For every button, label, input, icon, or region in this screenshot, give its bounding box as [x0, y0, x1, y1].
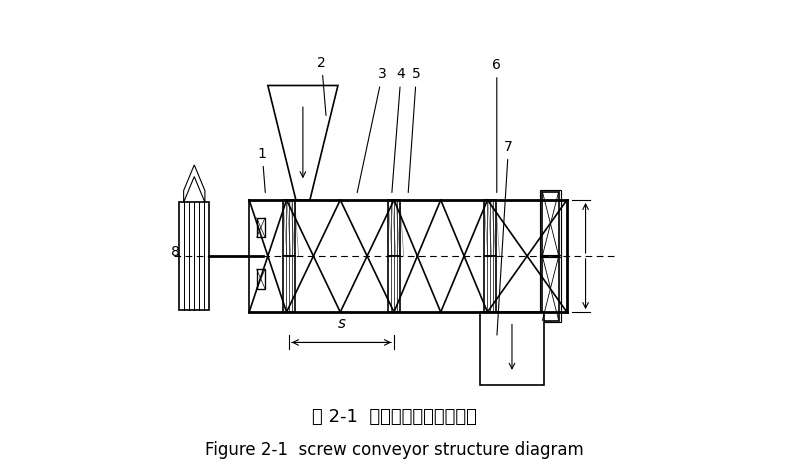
- Bar: [179, 202, 210, 310]
- Bar: [257, 269, 265, 289]
- Polygon shape: [184, 165, 205, 202]
- Text: 3: 3: [357, 68, 387, 193]
- Polygon shape: [268, 86, 338, 200]
- Bar: [542, 192, 559, 256]
- Text: 1: 1: [258, 147, 266, 193]
- Bar: [540, 190, 561, 258]
- Text: Figure 2-1  screw conveyor structure diagram: Figure 2-1 screw conveyor structure diag…: [205, 441, 583, 459]
- Text: 4: 4: [392, 68, 405, 193]
- Text: 2: 2: [318, 56, 326, 116]
- Text: 8: 8: [171, 245, 180, 259]
- Bar: [481, 312, 544, 384]
- Bar: [484, 200, 496, 256]
- Text: 7: 7: [497, 140, 513, 335]
- Text: s: s: [337, 316, 345, 331]
- Bar: [283, 256, 295, 312]
- Bar: [540, 255, 561, 322]
- Bar: [257, 218, 265, 237]
- Bar: [388, 256, 400, 312]
- Text: 5: 5: [408, 68, 421, 193]
- Text: 图 2-1  螺旋输送机结构示意图: 图 2-1 螺旋输送机结构示意图: [311, 408, 477, 426]
- Text: 6: 6: [492, 58, 501, 193]
- Bar: [542, 256, 559, 321]
- Bar: [283, 200, 295, 256]
- Bar: [484, 256, 496, 312]
- Bar: [388, 200, 400, 256]
